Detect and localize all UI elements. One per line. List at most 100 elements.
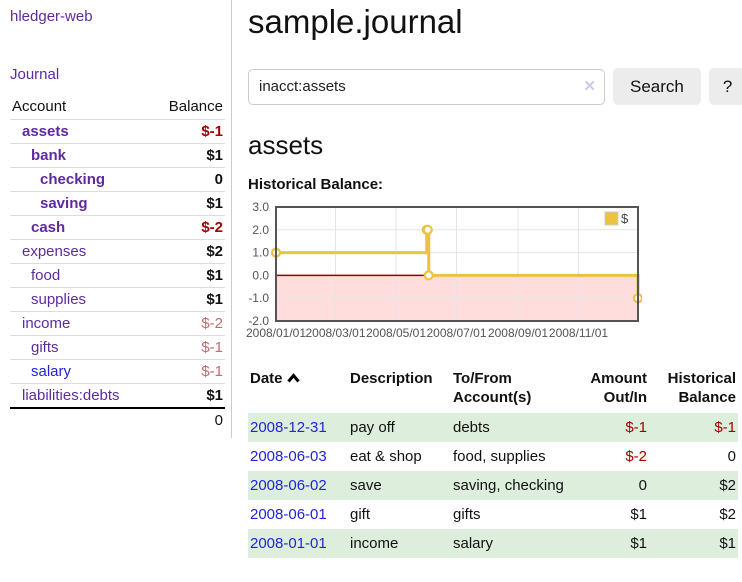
accounts-total-balance: 0 [151,407,225,432]
page-title: sample.journal [248,3,463,40]
transaction-amount: $-2 [625,448,647,465]
svg-text:3.0: 3.0 [252,202,269,214]
transaction-row: 2008-12-31 pay off debts $-1 $-1 [248,413,738,442]
transaction-balance: $-1 [714,419,736,436]
transaction-date-link[interactable]: 2008-01-01 [250,535,327,552]
account-row: liabilities:debts $1 [10,384,225,409]
account-link-expenses[interactable]: expenses [22,243,87,260]
transaction-amount: 0 [638,477,647,494]
transaction-description: eat & shop [350,448,422,465]
account-link-assets[interactable]: assets [22,123,69,140]
accounts-column-header: Account [10,95,152,120]
date-column-header[interactable]: Date [248,365,348,413]
transaction-amount: $1 [630,535,647,552]
transaction-date-link[interactable]: 2008-06-02 [250,477,327,494]
transaction-accounts: debts [453,419,490,436]
account-balance: $-2 [151,311,225,336]
transaction-row: 2008-06-02 save saving, checking 0 $2 [248,471,738,500]
svg-text:2008/07/01: 2008/07/01 [426,326,486,340]
accounts-total-row: 0 [10,407,225,432]
svg-text:2008/09/01: 2008/09/01 [488,326,548,340]
transaction-amount: $1 [630,506,647,523]
chart-title: Historical Balance: [248,176,384,193]
transactions-header-row: Date Description To/From Account(s) Amou… [248,365,738,413]
account-row: bank $1 [10,143,225,168]
transaction-description: gift [350,506,371,523]
transaction-description: save [350,477,382,494]
transaction-description: income [350,535,399,552]
svg-text:2008/11/01: 2008/11/01 [549,326,608,340]
account-link-income[interactable]: income [22,315,71,332]
account-balance: $2 [151,239,225,264]
transaction-accounts: salary [453,535,494,552]
transactions-table: Date Description To/From Account(s) Amou… [248,365,738,558]
transaction-accounts: saving, checking [453,477,564,494]
account-balance: $-1 [151,359,225,384]
svg-text:2.0: 2.0 [252,223,269,237]
register-account-heading: assets [248,130,324,160]
account-row: food $1 [10,263,225,288]
svg-text:1.0: 1.0 [252,246,269,260]
transaction-balance: $2 [719,506,736,523]
historical-balance-chart: 3.0 2.0 1.0 0.0 -1.0 -2.0 2008/01/01 2008/03/01… [240,202,742,346]
account-row: supplies $1 [10,287,225,312]
account-balance: $1 [151,191,225,216]
account-row: checking 0 [10,167,225,192]
account-row: income $-2 [10,311,225,336]
transaction-balance: $2 [719,477,736,494]
balance-column-header: Balance [151,95,225,120]
transaction-date-link[interactable]: 2008-12-31 [250,419,327,436]
sidebar: hledger-web Journal Account Balance asse… [0,0,232,438]
account-row: assets $-1 [10,119,225,144]
account-balance: $1 [151,287,225,312]
search-form: ✕ Search ? [248,68,742,105]
transaction-accounts: food, supplies [453,448,546,465]
transaction-description: pay off [350,419,395,436]
transaction-date-link[interactable]: 2008-06-03 [250,448,327,465]
account-row: cash $-2 [10,215,225,240]
svg-text:$: $ [621,211,629,226]
account-balance: $-2 [151,215,225,240]
transaction-row: 2008-06-01 gift gifts $1 $2 [248,500,738,529]
search-input[interactable] [248,68,605,105]
app-title-link[interactable]: hledger-web [10,8,93,25]
clear-search-icon[interactable]: ✕ [583,77,596,95]
account-balance: $-1 [151,335,225,360]
account-balance: $1 [151,143,225,168]
account-link-cash[interactable]: cash [31,219,66,236]
transaction-row: 2008-01-01 income salary $1 $1 [248,529,738,558]
account-link-liabilities-debts[interactable]: liabilities:debts [22,387,120,404]
account-link-checking[interactable]: checking [40,171,106,188]
account-balance: 0 [151,167,225,192]
account-link-salary[interactable]: salary [31,363,72,380]
transaction-row: 2008-06-03 eat & shop food, supplies $-2… [248,442,738,471]
balance-column-header: Historical Balance [667,370,736,406]
accounts-column-header: To/From Account(s) [453,370,532,406]
account-link-gifts[interactable]: gifts [31,339,59,356]
transaction-balance: 0 [727,448,736,465]
account-link-bank[interactable]: bank [31,147,67,164]
svg-text:2008/01/01: 2008/01/01 [246,326,306,340]
main-content: sample.journal ✕ Search ? assets Histori… [232,0,742,558]
help-button[interactable]: ? [708,68,742,105]
description-column-header: Description [350,370,433,387]
svg-text:-2.0: -2.0 [248,314,269,328]
amount-column-header: Amount Out/In [590,370,647,406]
transaction-date-link[interactable]: 2008-06-01 [250,506,327,523]
account-row: saving $1 [10,191,225,216]
transaction-accounts: gifts [453,506,481,523]
svg-text:2008/05/01: 2008/05/01 [366,326,426,340]
accounts-table: Account Balance assets $-1 bank $1 check… [10,95,225,432]
transaction-balance: $1 [719,535,736,552]
account-link-food[interactable]: food [31,267,61,284]
sort-ascending-icon [286,369,300,388]
sidebar-item-journal[interactable]: Journal [10,66,60,83]
account-row: gifts $-1 [10,335,225,360]
search-button[interactable]: Search [613,68,701,105]
account-row: expenses $2 [10,239,225,264]
account-link-supplies[interactable]: supplies [31,291,87,308]
svg-text:2008/03/01: 2008/03/01 [305,326,365,340]
account-row: salary $-1 [10,359,225,384]
account-link-saving[interactable]: saving [40,195,88,212]
